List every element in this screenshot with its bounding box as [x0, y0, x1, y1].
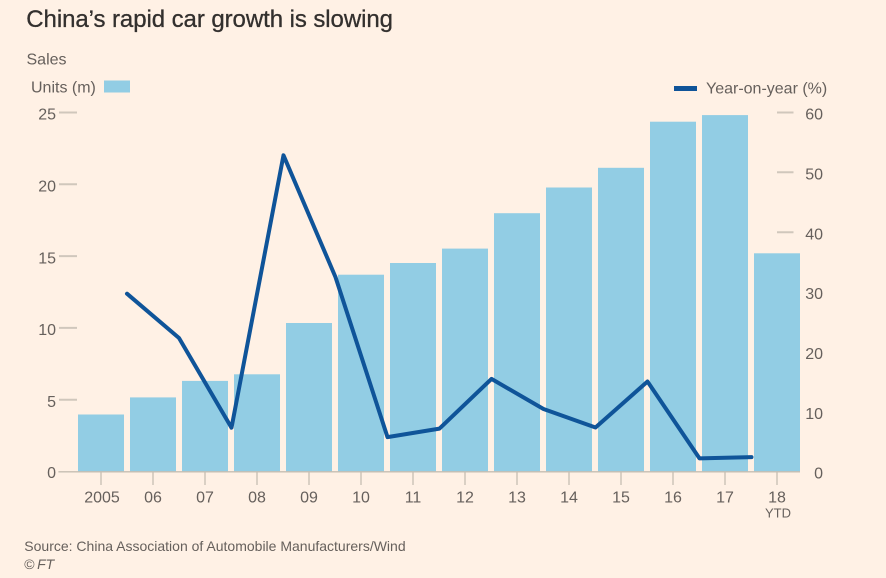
- svg-text:20: 20: [38, 179, 56, 196]
- svg-text:60: 60: [805, 107, 823, 124]
- svg-text:2005: 2005: [84, 489, 120, 506]
- svg-text:15: 15: [612, 489, 630, 506]
- svg-text:10: 10: [38, 322, 56, 339]
- svg-text:0: 0: [47, 465, 56, 482]
- svg-text:Sales: Sales: [27, 52, 67, 69]
- svg-text:©FT: © FT: [24, 556, 55, 572]
- svg-text:10: 10: [352, 489, 370, 506]
- svg-text:20: 20: [805, 346, 823, 363]
- svg-text:14: 14: [560, 489, 578, 506]
- svg-text:0: 0: [814, 466, 823, 483]
- svg-text:50: 50: [805, 167, 823, 184]
- svg-text:13: 13: [508, 489, 526, 506]
- svg-text:Source: China Association of A: Source: China Association of Automobile …: [24, 538, 405, 554]
- svg-text:16: 16: [664, 489, 682, 506]
- svg-text:11: 11: [405, 489, 422, 506]
- svg-text:15: 15: [38, 250, 56, 267]
- svg-text:Units (m): Units (m): [31, 80, 96, 97]
- svg-text:12: 12: [456, 489, 474, 506]
- svg-text:09: 09: [300, 489, 318, 506]
- svg-text:25: 25: [38, 107, 56, 124]
- svg-text:08: 08: [248, 489, 266, 506]
- svg-text:5: 5: [47, 394, 56, 411]
- svg-text:06: 06: [144, 489, 162, 506]
- svg-text:07: 07: [196, 489, 214, 506]
- svg-text:China’s rapid car growth is sl: China’s rapid car growth is slowing: [26, 6, 393, 33]
- svg-text:YTD: YTD: [765, 505, 791, 520]
- svg-text:18: 18: [768, 489, 786, 506]
- svg-text:17: 17: [716, 489, 734, 506]
- svg-text:Year-on-year (%): Year-on-year (%): [706, 81, 827, 98]
- svg-text:30: 30: [805, 286, 823, 303]
- svg-text:40: 40: [805, 226, 823, 243]
- svg-text:10: 10: [805, 406, 823, 423]
